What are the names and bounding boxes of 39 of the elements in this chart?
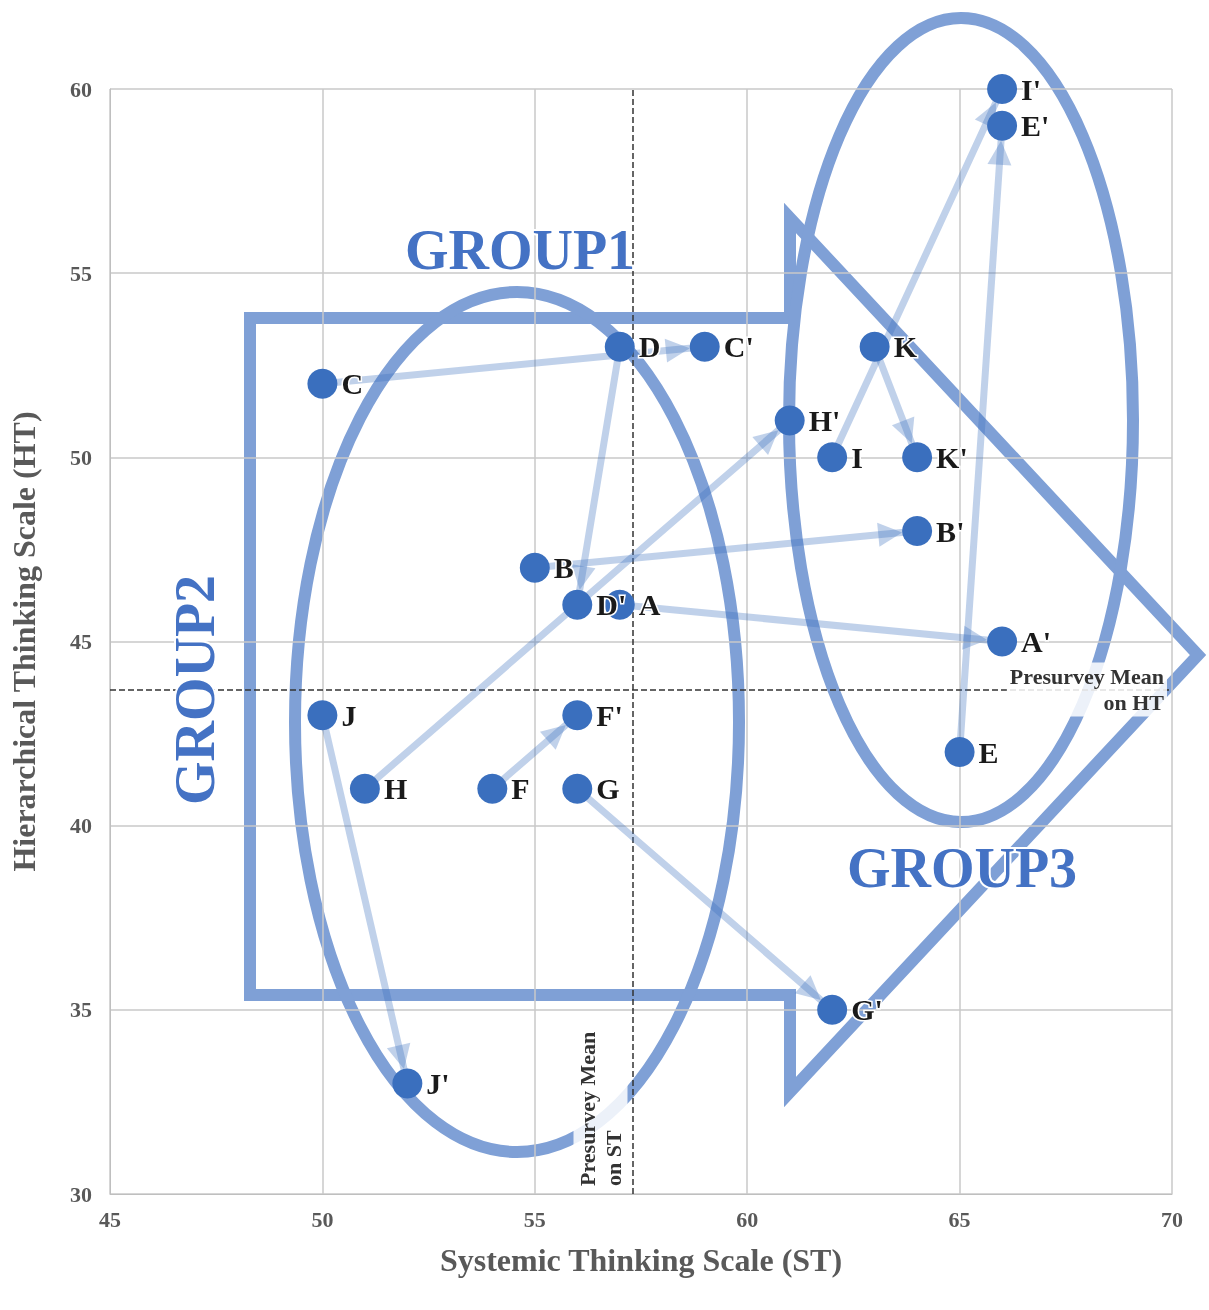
data-label: H — [383, 772, 408, 806]
data-label: C' — [723, 330, 754, 364]
annotation: GROUP2 — [164, 574, 226, 806]
data-label: D — [638, 330, 661, 364]
data-label: A — [638, 588, 661, 622]
y-tick-label: 35 — [70, 997, 92, 1023]
data-label: J — [341, 698, 357, 732]
x-axis-title: Systemic Thinking Scale (ST) — [439, 1242, 843, 1278]
y-tick-label: 45 — [70, 629, 92, 654]
data-label: J' — [426, 1067, 450, 1100]
x-tick-label: 70 — [1161, 1206, 1183, 1232]
data-label: I' — [1021, 72, 1042, 106]
annotation: GROUP1 — [404, 219, 636, 281]
data-label: F — [511, 772, 530, 806]
x-tick-label: 65 — [948, 1206, 971, 1232]
y-tick-label: 30 — [70, 1181, 92, 1207]
y-tick-label: 55 — [70, 260, 92, 286]
x-tick-label: 55 — [523, 1206, 546, 1232]
data-label: C — [341, 367, 364, 401]
y-tick-label: 40 — [70, 813, 92, 839]
x-tick-label: 45 — [99, 1206, 121, 1232]
x-tick-label: 60 — [736, 1206, 759, 1232]
data-label: H' — [808, 404, 841, 437]
data-label: G' — [851, 993, 883, 1027]
y-tick-label: 50 — [70, 444, 92, 470]
data-label: K' — [936, 440, 968, 474]
y-tick-label: 60 — [70, 76, 92, 102]
data-label: E' — [1021, 109, 1050, 143]
data-label: E — [978, 735, 999, 769]
data-label: B — [553, 551, 574, 585]
data-label: A' — [1021, 625, 1052, 658]
data-label: G — [596, 772, 620, 806]
y-axis-title: Hierarchical Thinking Scale (HT) — [6, 411, 42, 872]
data-label: F' — [596, 698, 623, 732]
data-label: I — [851, 440, 863, 474]
ref-line-label: Presurvey Mean on HT — [1009, 663, 1165, 715]
ref-line-label: Presurvey Mean on ST — [575, 1031, 626, 1186]
x-tick-label: 50 — [311, 1206, 334, 1232]
data-label: B' — [936, 514, 965, 548]
